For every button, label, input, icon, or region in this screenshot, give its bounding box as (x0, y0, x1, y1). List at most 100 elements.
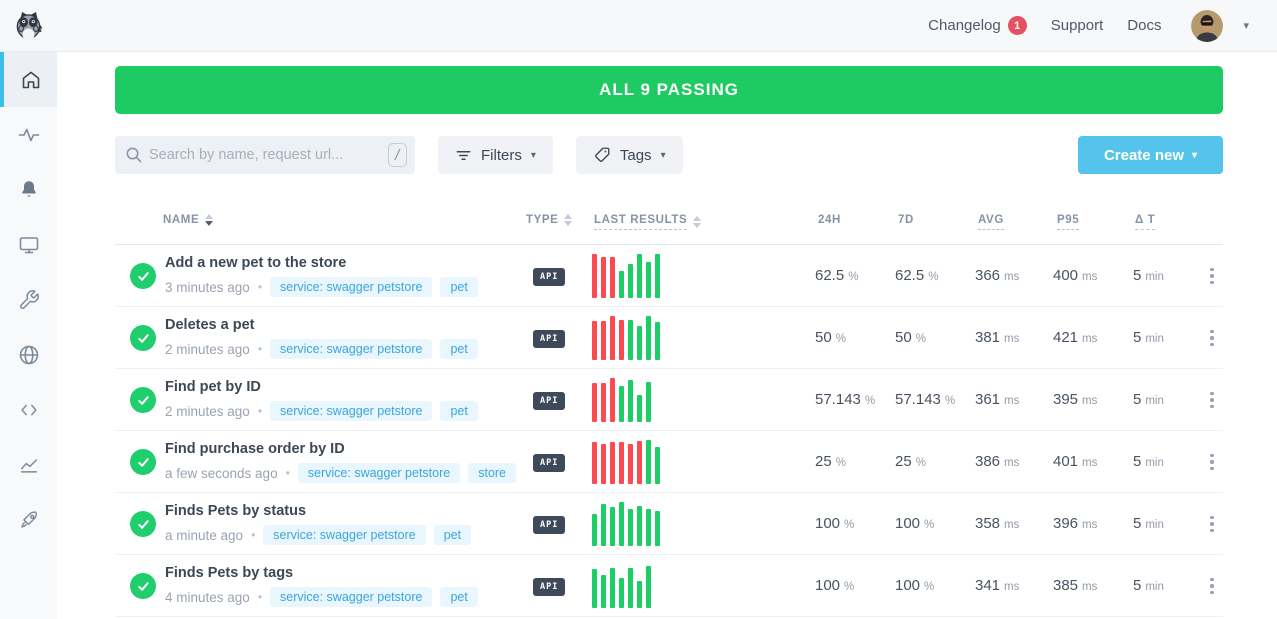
tag-pill[interactable]: pet (433, 525, 472, 545)
result-bar-pass[interactable] (646, 261, 651, 298)
result-bar-fail[interactable] (592, 254, 597, 298)
check-name[interactable]: Finds Pets by status (165, 503, 307, 519)
sidebar-item-private-locations[interactable] (0, 327, 57, 382)
tag-pill[interactable]: service: swagger petstore (297, 463, 461, 483)
check-row[interactable]: Find pet by ID 2 minutes ago • service: … (115, 369, 1223, 431)
result-bar-pass[interactable] (628, 508, 633, 546)
result-bar-pass[interactable] (610, 567, 615, 608)
row-menu-button[interactable] (1203, 264, 1221, 288)
tag-pill[interactable]: pet (440, 339, 478, 359)
user-avatar[interactable] (1191, 9, 1224, 42)
result-bar-pass[interactable] (655, 510, 660, 546)
result-bar-fail[interactable] (610, 378, 615, 422)
tag-pill[interactable]: service: swagger petstore (270, 277, 433, 297)
checkly-raccoon-logo[interactable] (12, 9, 46, 43)
nav-docs[interactable]: Docs (1127, 17, 1161, 34)
result-bar-fail[interactable] (601, 321, 606, 360)
check-name[interactable]: Find purchase order by ID (165, 441, 345, 457)
result-bar-pass[interactable] (637, 580, 642, 608)
result-bar-fail[interactable] (610, 442, 615, 484)
result-bar-pass[interactable] (637, 325, 642, 360)
result-bar-fail[interactable] (601, 383, 606, 422)
result-bar-fail[interactable] (601, 443, 606, 484)
result-bar-pass[interactable] (655, 446, 660, 484)
create-new-button[interactable]: Create new ▾ (1078, 136, 1223, 174)
row-menu-button[interactable] (1203, 574, 1221, 598)
check-name[interactable]: Finds Pets by tags (165, 565, 294, 581)
check-row[interactable]: Finds Pets by tags 4 minutes ago • servi… (115, 555, 1223, 617)
result-bar-pass[interactable] (592, 569, 597, 608)
result-bar-pass[interactable] (646, 440, 651, 484)
result-bar-pass[interactable] (619, 502, 624, 546)
result-bar-pass[interactable] (637, 394, 642, 422)
sidebar-item-dashboards[interactable] (0, 217, 57, 272)
result-bar-pass[interactable] (646, 382, 651, 422)
row-menu-button[interactable] (1203, 388, 1221, 412)
result-bar-pass[interactable] (646, 566, 651, 608)
result-bar-fail[interactable] (610, 256, 615, 298)
check-name[interactable]: Deletes a pet (165, 317, 255, 333)
result-bar-fail[interactable] (637, 440, 642, 484)
tag-pill[interactable]: store (468, 463, 517, 483)
result-bar-fail[interactable] (610, 316, 615, 360)
tag-pill[interactable]: service: swagger petstore (263, 525, 426, 545)
status-banner[interactable]: ALL 9 PASSING (115, 66, 1223, 114)
result-bar-pass[interactable] (655, 322, 660, 360)
result-bar-pass[interactable] (601, 575, 606, 608)
sidebar-item-analytics[interactable] (0, 437, 57, 492)
result-bar-fail[interactable] (601, 256, 606, 298)
sidebar-item-home[interactable] (0, 52, 57, 107)
nav-support[interactable]: Support (1051, 17, 1104, 34)
column-header-avg[interactable]: AVG (978, 214, 1004, 230)
sidebar-item-checks[interactable] (0, 107, 57, 162)
tag-pill[interactable]: pet (440, 277, 478, 297)
result-bar-pass[interactable] (619, 578, 624, 608)
result-bar-pass[interactable] (646, 508, 651, 546)
result-bar-fail[interactable] (619, 442, 624, 484)
result-bar-pass[interactable] (628, 263, 633, 298)
row-menu-button[interactable] (1203, 326, 1221, 350)
column-header-delta-t[interactable]: Δ T (1135, 214, 1156, 230)
result-bar-pass[interactable] (601, 504, 606, 546)
tag-pill[interactable]: service: swagger petstore (270, 587, 433, 607)
check-row[interactable]: Deletes a pet 2 minutes ago • service: s… (115, 307, 1223, 369)
tag-pill[interactable]: pet (440, 587, 478, 607)
check-row[interactable]: Find purchase order by ID a few seconds … (115, 431, 1223, 493)
result-bar-pass[interactable] (619, 270, 624, 298)
search-input[interactable] (115, 136, 415, 174)
column-header-last-results[interactable]: LAST RESULTS (594, 214, 702, 230)
result-bar-fail[interactable] (628, 443, 633, 484)
tag-pill[interactable]: pet (440, 401, 478, 421)
check-row[interactable]: Finds Pets by status a minute ago • serv… (115, 493, 1223, 555)
sidebar-item-maintenance[interactable] (0, 272, 57, 327)
tag-pill[interactable]: service: swagger petstore (270, 401, 433, 421)
result-bar-pass[interactable] (637, 254, 642, 298)
sidebar-item-alerts[interactable] (0, 162, 57, 217)
result-bar-pass[interactable] (610, 507, 615, 546)
result-bar-fail[interactable] (592, 321, 597, 360)
result-bar-pass[interactable] (619, 385, 624, 422)
column-header-name[interactable]: NAME (163, 214, 214, 226)
column-header-p95[interactable]: P95 (1057, 214, 1080, 230)
tag-pill[interactable]: service: swagger petstore (270, 339, 433, 359)
check-name[interactable]: Find pet by ID (165, 379, 261, 395)
result-bar-pass[interactable] (637, 505, 642, 546)
result-bar-pass[interactable] (628, 319, 633, 360)
result-bar-pass[interactable] (646, 316, 651, 360)
check-name[interactable]: Add a new pet to the store (165, 255, 347, 271)
result-bar-fail[interactable] (619, 320, 624, 360)
result-bar-pass[interactable] (628, 379, 633, 422)
check-row[interactable]: Add a new pet to the store 3 minutes ago… (115, 245, 1223, 307)
row-menu-button[interactable] (1203, 512, 1221, 536)
column-header-type[interactable]: TYPE (526, 214, 573, 226)
result-bar-pass[interactable] (628, 568, 633, 608)
row-menu-button[interactable] (1203, 450, 1221, 474)
tags-button[interactable]: Tags ▾ (575, 136, 683, 174)
result-bar-fail[interactable] (592, 442, 597, 484)
result-bar-pass[interactable] (655, 254, 660, 298)
sidebar-item-snippets[interactable] (0, 382, 57, 437)
nav-changelog[interactable]: Changelog 1 (928, 16, 1027, 35)
result-bar-fail[interactable] (592, 383, 597, 422)
filters-button[interactable]: Filters ▾ (438, 136, 553, 174)
sidebar-item-quickstart[interactable] (0, 492, 57, 547)
